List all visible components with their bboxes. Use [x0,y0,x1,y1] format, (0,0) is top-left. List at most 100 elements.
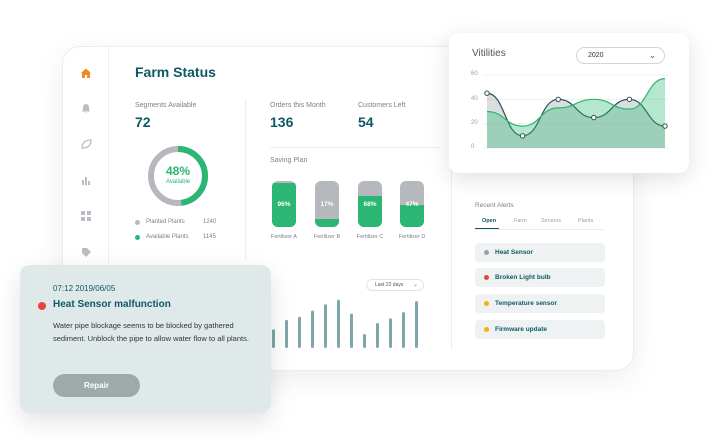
tank-percent: 96% [277,201,291,208]
bell-icon[interactable] [79,103,93,117]
year-select[interactable]: 2020 ⌄ [576,47,665,64]
series-1-area [487,93,665,148]
activity-bar [311,310,314,348]
data-point [555,96,561,103]
activity-bar [337,299,340,348]
orders-label: Orders this Month [270,102,326,109]
series-2-line [486,78,666,127]
vitilities-card: Vitilities 2020 ⌄ 60 40 20 0 [449,33,689,173]
vitilities-chart [483,74,669,149]
data-point [662,123,668,129]
alert-description: Water pipe blockage seems to be blocked … [53,321,249,343]
chevron-down-icon: ⌄ [412,282,418,288]
data-point [591,114,597,121]
alert-title: Heat Sensor malfunction [53,299,171,310]
alert-detail-popup: 07:12 2019/06/05 Heat Sensor malfunction… [20,265,271,413]
activity-bar [402,312,405,348]
tank-fill [400,205,424,227]
tab-farm[interactable]: Farm [514,218,527,224]
customers-label: Customers Left [358,102,406,109]
legend-label: Available Plants [146,234,189,240]
orders-value: 136 [270,114,294,130]
alert-item[interactable]: Heat Sensor [475,243,605,262]
tank-fertilizer-c: 68% [358,181,382,227]
tank-percent: 68% [363,201,377,208]
alert-label: Heat Sensor [495,249,533,256]
alert-label: Broken Light bulb [495,274,551,281]
tank-label: Fertilizer D [398,234,426,240]
availability-donut [148,146,208,206]
customers-value: 54 [358,114,374,130]
activity-bar-chart [272,299,418,348]
activity-bar [272,329,275,348]
tank-fill [358,195,382,227]
status-dot [484,327,489,332]
activity-bar [363,333,366,348]
tag-icon[interactable] [79,247,93,261]
donut-percent: 48% [165,164,191,178]
y-tick-label: 20 [471,120,478,126]
tank-label: Fertilizer B [313,234,341,240]
tank-fertilizer-d: 47% [400,181,424,227]
alert-timestamp: 07:12 2019/06/05 [53,284,116,293]
page-title: Farm Status [135,64,216,80]
activity-bar [298,316,301,348]
bar-chart-icon[interactable] [79,175,93,189]
y-tick-label: 60 [471,71,478,77]
divider [451,99,452,349]
period-value: Last 22 days [375,282,404,288]
status-dot [484,250,489,255]
divider [245,99,246,259]
tank-fill [315,219,339,227]
alerts-title: Recent Alerts [475,202,514,209]
tank-fertilizer-a: 96% [272,181,296,227]
saving-plan-title: Saving Plan [270,157,308,164]
tab-sensors[interactable]: Sensors [541,218,562,224]
alert-item[interactable]: Broken Light bulb [475,268,605,287]
activity-bar [389,318,392,348]
tank-fertilizer-b: 17% [315,181,339,227]
alert-label: Temperature sensor [495,300,558,307]
donut-sublabel: Available [165,179,191,185]
activity-bar [285,319,288,348]
segments-label: Segments Available [135,102,197,109]
grid-icon[interactable] [79,211,93,225]
home-icon[interactable] [79,67,93,81]
vitilities-title: Vitilities [472,48,506,59]
period-select[interactable]: Last 22 days ⌄ [366,279,424,291]
year-value: 2020 [588,52,604,59]
activity-bar [324,304,327,348]
divider [270,147,440,148]
data-point [519,133,526,139]
legend-dot [135,234,140,240]
activity-bar [376,323,379,348]
status-dot [484,275,489,280]
tank-label: Fertilizer A [271,234,297,240]
tank-label: Fertilizer C [356,234,384,240]
divider [475,229,605,230]
segments-value: 72 [135,114,151,130]
status-dot [484,301,489,306]
alert-item[interactable]: Temperature sensor [475,294,605,313]
legend-value: 1240 [203,219,217,225]
activity-bar [350,313,353,348]
tab-plants[interactable]: Plants [578,218,594,224]
data-point [484,90,490,96]
y-tick-label: 0 [471,144,475,150]
status-dot [38,302,46,310]
tab-open[interactable]: Open [482,218,497,224]
repair-button[interactable]: Repair [53,374,140,397]
tank-percent: 17% [320,201,334,208]
activity-bar [415,301,418,348]
legend-item: Planted Plants [135,219,185,225]
leaf-icon[interactable] [79,139,93,153]
data-point [626,96,633,103]
active-tab-indicator [475,228,499,230]
sidebar [63,47,109,370]
y-tick-label: 40 [471,96,478,102]
legend-label: Planted Plants [146,219,185,225]
legend-dot [135,219,140,225]
alert-item[interactable]: Firmware update [475,320,605,339]
tank-percent: 47% [405,201,419,208]
legend-item: Available Plants [135,234,189,240]
